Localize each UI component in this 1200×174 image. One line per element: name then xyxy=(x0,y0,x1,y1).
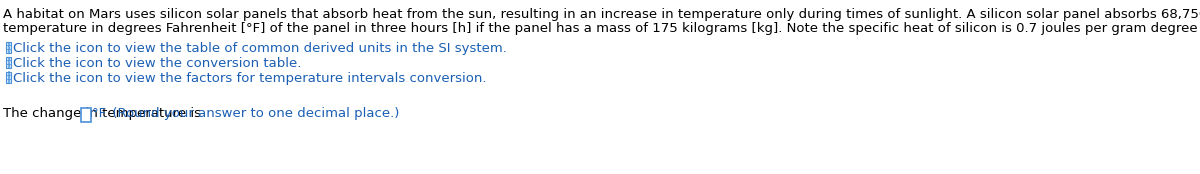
Bar xyxy=(6,42,11,53)
Text: Click the icon to view the conversion table.: Click the icon to view the conversion ta… xyxy=(13,57,301,70)
Text: °F. (Round your answer to one decimal place.): °F. (Round your answer to one decimal pl… xyxy=(92,107,400,120)
Text: temperature in degrees Fahrenheit [°F] of the panel in three hours [h] if the pa: temperature in degrees Fahrenheit [°F] o… xyxy=(4,22,1200,35)
Text: Click the icon to view the factors for temperature intervals conversion.: Click the icon to view the factors for t… xyxy=(13,72,487,85)
Bar xyxy=(6,72,11,82)
Bar xyxy=(6,57,11,68)
Text: Click the icon to view the factors for temperature intervals conversion.: Click the icon to view the factors for t… xyxy=(13,72,487,85)
Text: Click the icon to view the table of common derived units in the SI system.: Click the icon to view the table of comm… xyxy=(13,42,508,55)
Text: The change in temperature is: The change in temperature is xyxy=(4,107,205,120)
Text: A habitat on Mars uses silicon solar panels that absorb heat from the sun, resul: A habitat on Mars uses silicon solar pan… xyxy=(4,8,1200,21)
Bar xyxy=(82,108,90,122)
Text: Click the icon to view the table of common derived units in the SI system.: Click the icon to view the table of comm… xyxy=(13,42,508,55)
Text: Click the icon to view the conversion table.: Click the icon to view the conversion ta… xyxy=(13,57,301,70)
